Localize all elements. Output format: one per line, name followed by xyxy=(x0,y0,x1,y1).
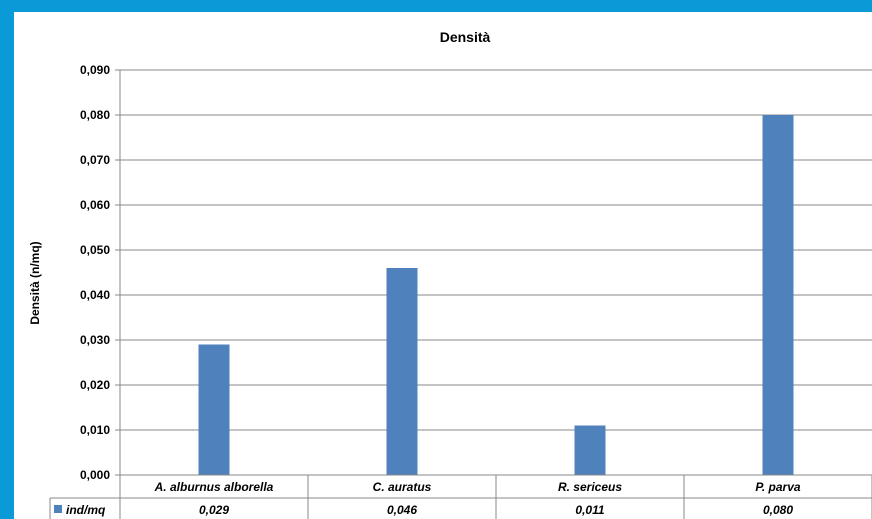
legend-swatch xyxy=(54,505,62,513)
bar-chart: 0,000 0,010 0,020 0,030 0,040 0,050 0,060 0,070… xyxy=(28,29,872,519)
data-value-label: 0,011 xyxy=(575,503,604,517)
data-value-label: 0,046 xyxy=(387,503,417,517)
chart-title: Densità xyxy=(440,29,491,45)
y-tick-label: 0,060 xyxy=(80,198,110,212)
bars xyxy=(198,115,794,475)
y-tick-label: 0,000 xyxy=(80,468,110,482)
y-tick-label: 0,010 xyxy=(80,423,110,437)
y-tick-label: 0,070 xyxy=(80,153,110,167)
data-value-label: 0,080 xyxy=(763,503,793,517)
y-tick-label: 0,050 xyxy=(80,243,110,257)
bar xyxy=(762,115,794,475)
series-name: ind/mq xyxy=(66,503,106,517)
y-axis-ticks: 0,000 0,010 0,020 0,030 0,040 0,050 0,060 0,070… xyxy=(80,63,110,482)
y-tick-label: 0,090 xyxy=(80,63,110,77)
data-value-label: 0,029 xyxy=(199,503,229,517)
bar xyxy=(386,268,418,475)
category-label: P. parva xyxy=(755,480,800,494)
chart-area: 0,000 0,010 0,020 0,030 0,040 0,050 0,060 0,070… xyxy=(14,12,872,519)
category-label: C. auratus xyxy=(373,480,432,494)
category-label: R. sericeus xyxy=(558,480,622,494)
bar xyxy=(198,344,230,475)
y-tick-label: 0,040 xyxy=(80,288,110,302)
gridlines xyxy=(115,69,872,476)
bar xyxy=(574,425,606,475)
y-axis-title: Densità (n/mq) xyxy=(28,241,42,324)
data-table: ind/mq A. alburnus alborella 0,029 C. aurat… xyxy=(49,474,872,519)
y-tick-label: 0,020 xyxy=(80,378,110,392)
y-tick-label: 0,030 xyxy=(80,333,110,347)
y-tick-label: 0,080 xyxy=(80,108,110,122)
category-label: A. alburnus alborella xyxy=(154,480,274,494)
